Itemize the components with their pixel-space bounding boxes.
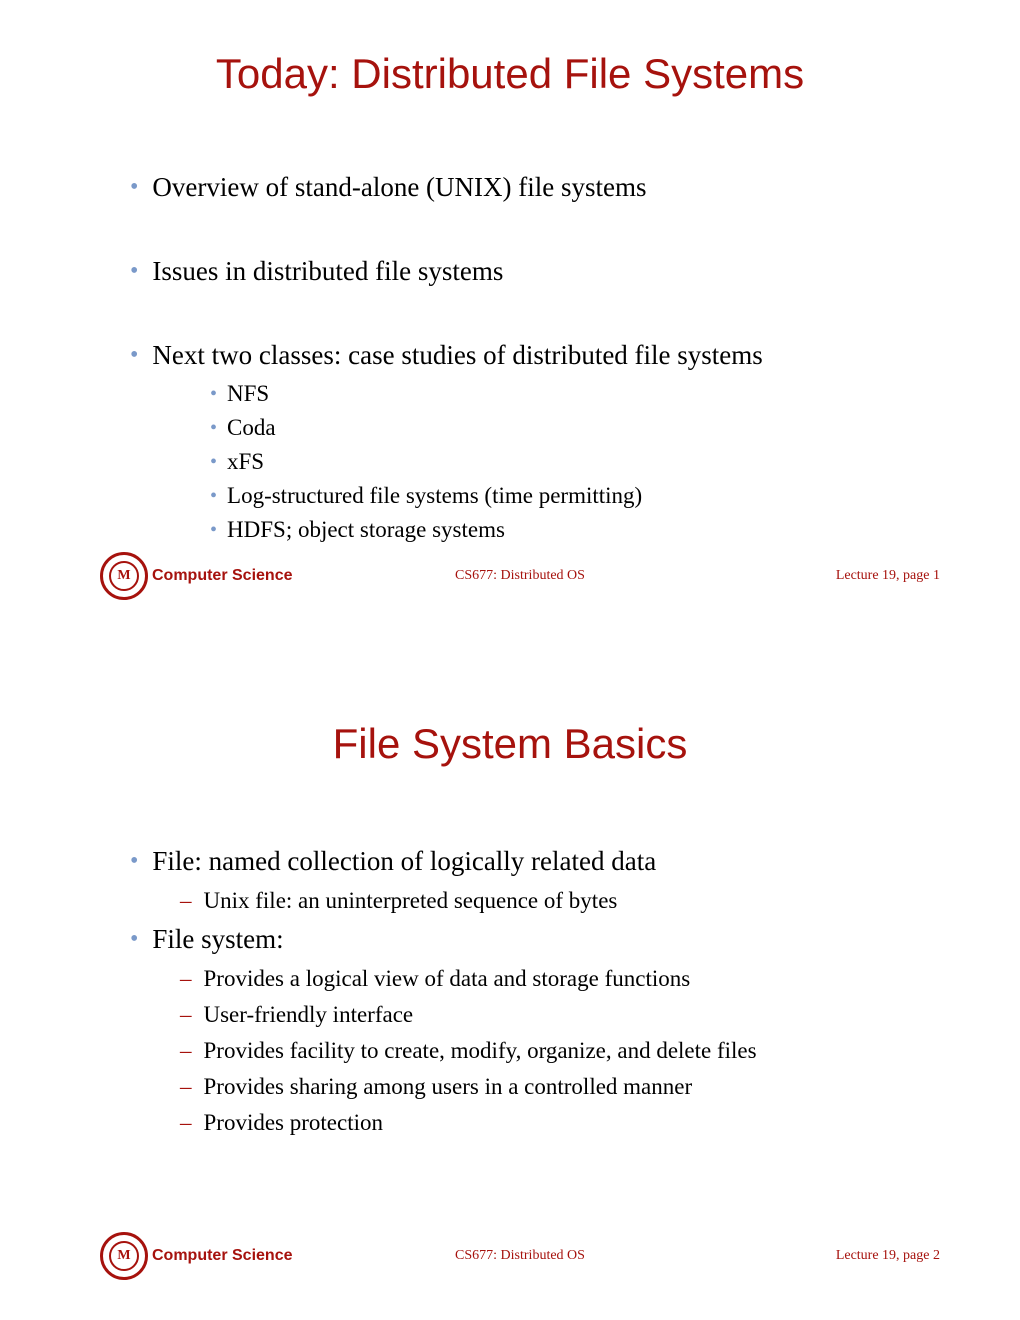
- footer-page-prefix: Lecture 19, page: [836, 1248, 933, 1263]
- dash-icon: –: [180, 964, 192, 994]
- bullet-item: • xFS: [210, 448, 940, 476]
- bullet-item: – Provides a logical view of data and st…: [180, 964, 940, 994]
- university-seal-icon: M: [100, 552, 148, 600]
- bullet-icon: •: [130, 170, 138, 204]
- bullet-text: Provides a logical view of data and stor…: [204, 964, 691, 994]
- bullet-text: NFS: [227, 380, 269, 408]
- bullet-item: – Provides facility to create, modify, o…: [180, 1036, 940, 1066]
- bullet-text: Log-structured file systems (time permit…: [227, 482, 642, 510]
- bullet-text: Coda: [227, 414, 276, 442]
- bullet-item: • File: named collection of logically re…: [130, 844, 940, 878]
- bullet-item: • Next two classes: case studies of dist…: [130, 338, 940, 372]
- footer-dept: Computer Science: [152, 567, 292, 585]
- bullet-text: Next two classes: case studies of distri…: [152, 338, 762, 372]
- dash-icon: –: [180, 886, 192, 916]
- footer-page: Lecture 19, page 2: [836, 1248, 940, 1264]
- bullet-text: xFS: [227, 448, 264, 476]
- footer-course: CS677: Distributed OS: [455, 1248, 585, 1264]
- bullet-text: HDFS; object storage systems: [227, 516, 505, 544]
- footer-dept: Computer Science: [152, 1247, 292, 1265]
- slide-1: Today: Distributed File Systems • Overvi…: [0, 0, 1020, 660]
- slide-title: Today: Distributed File Systems: [80, 50, 940, 98]
- bullet-text: Unix file: an uninterpreted sequence of …: [204, 886, 618, 916]
- bullet-icon: •: [210, 482, 217, 510]
- bullet-text: Overview of stand-alone (UNIX) file syst…: [152, 170, 646, 204]
- bullet-icon: •: [210, 448, 217, 476]
- bullet-icon: •: [130, 254, 138, 288]
- bullet-icon: •: [130, 338, 138, 372]
- footer-page: Lecture 19, page 1: [836, 568, 940, 584]
- bullet-text: File: named collection of logically rela…: [152, 844, 656, 878]
- footer-page-prefix: Lecture 19, page: [836, 568, 933, 583]
- university-seal-icon: M: [100, 1232, 148, 1280]
- footer-course: CS677: Distributed OS: [455, 568, 585, 584]
- dash-icon: –: [180, 1000, 192, 1030]
- bullet-item: • Log-structured file systems (time perm…: [210, 482, 940, 510]
- bullet-text: Provides facility to create, modify, org…: [204, 1036, 757, 1066]
- bullet-text: Provides protection: [204, 1108, 384, 1138]
- bullet-item: • Coda: [210, 414, 940, 442]
- bullet-text: File system:: [152, 922, 283, 956]
- footer-page-number: 1: [933, 568, 940, 583]
- bullet-item: • Issues in distributed file systems: [130, 254, 940, 288]
- dash-icon: –: [180, 1072, 192, 1102]
- bullet-item: – Provides protection: [180, 1108, 940, 1138]
- bullet-item: • File system:: [130, 922, 940, 956]
- dash-icon: –: [180, 1036, 192, 1066]
- bullet-icon: •: [130, 844, 138, 878]
- bullet-item: – Unix file: an uninterpreted sequence o…: [180, 886, 940, 916]
- bullet-text: Issues in distributed file systems: [152, 254, 503, 288]
- bullet-text: Provides sharing among users in a contro…: [204, 1072, 693, 1102]
- footer-page-number: 2: [933, 1248, 940, 1263]
- slide-footer: M Computer Science CS677: Distributed OS…: [100, 1232, 940, 1280]
- dash-icon: –: [180, 1108, 192, 1138]
- bullet-item: • HDFS; object storage systems: [210, 516, 940, 544]
- bullet-text: User-friendly interface: [204, 1000, 414, 1030]
- bullet-icon: •: [210, 414, 217, 442]
- bullet-icon: •: [130, 922, 138, 956]
- slide-2: File System Basics • File: named collect…: [0, 660, 1020, 1320]
- bullet-item: • NFS: [210, 380, 940, 408]
- bullet-item: – Provides sharing among users in a cont…: [180, 1072, 940, 1102]
- bullet-item: • Overview of stand-alone (UNIX) file sy…: [130, 170, 940, 204]
- bullet-icon: •: [210, 516, 217, 544]
- slide-title: File System Basics: [80, 720, 940, 768]
- slide-footer: M Computer Science CS677: Distributed OS…: [100, 552, 940, 600]
- bullet-item: – User-friendly interface: [180, 1000, 940, 1030]
- bullet-icon: •: [210, 380, 217, 408]
